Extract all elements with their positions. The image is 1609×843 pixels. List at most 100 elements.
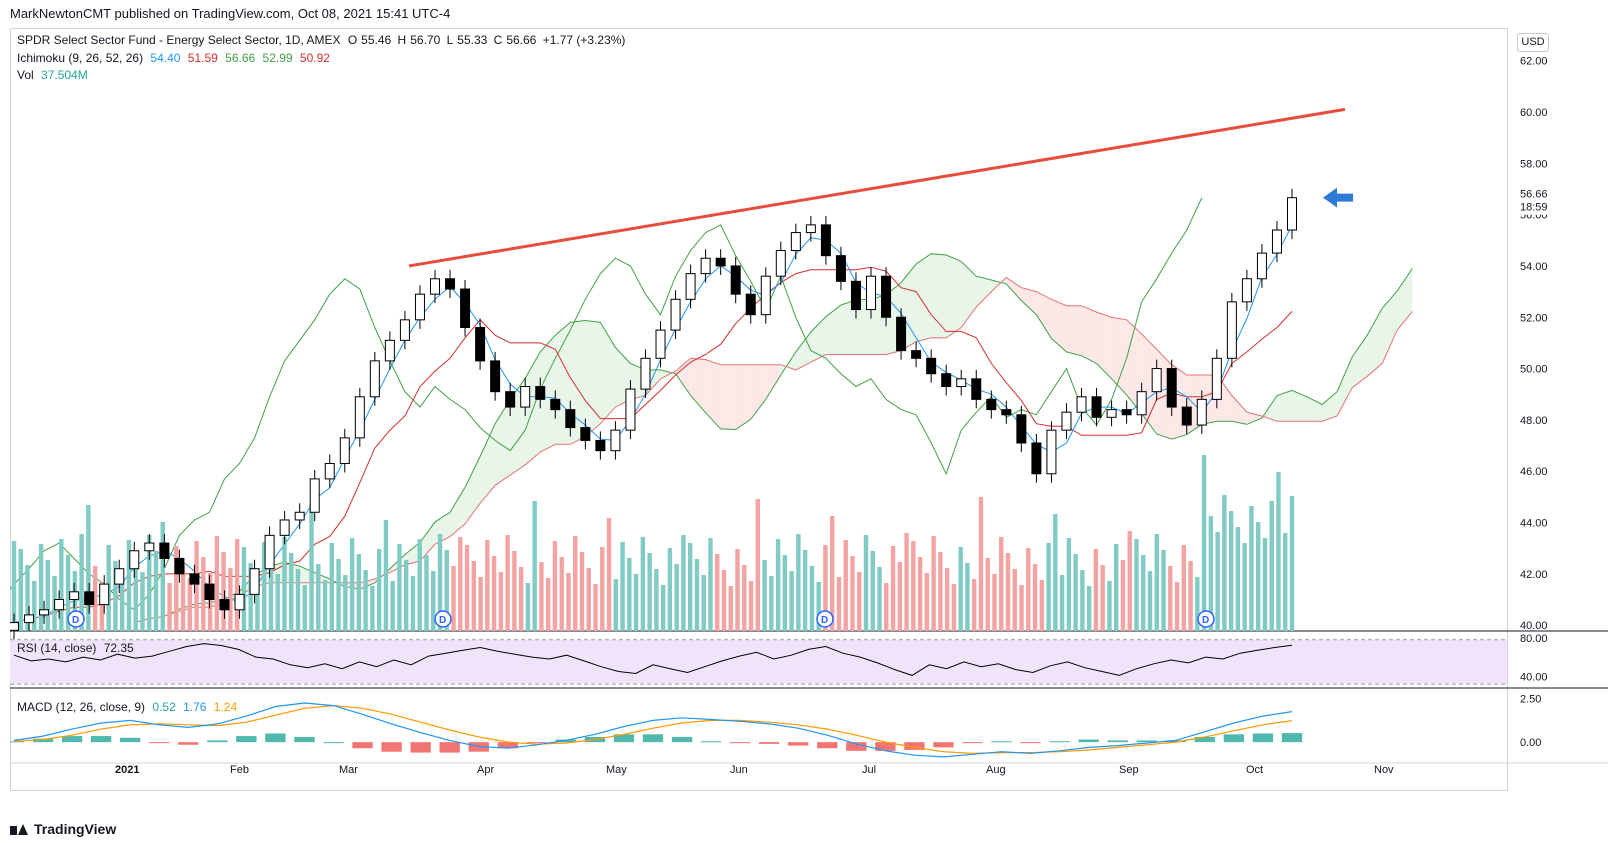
candle: [685, 273, 696, 300]
candle: [835, 255, 846, 282]
volume-bar: [600, 547, 605, 631]
candle: [1136, 391, 1147, 416]
volume-bar: [654, 569, 659, 631]
volume-bar: [1168, 566, 1173, 631]
candle: [625, 388, 636, 431]
macd-histogram-bar: [294, 736, 315, 743]
ichimoku-cloud-segment: [1382, 290, 1398, 364]
candle: [1106, 409, 1117, 418]
volume-bar: [410, 576, 416, 631]
volume-bar: [255, 579, 260, 631]
macd-histogram-bar: [10, 741, 25, 743]
ichimoku-kijun-line: [13, 266, 1293, 624]
candle: [1166, 368, 1177, 408]
macd-histogram-bar: [962, 742, 983, 744]
volume-bar: [86, 505, 91, 631]
candle: [670, 298, 681, 331]
candle: [881, 275, 892, 318]
volume-bar: [160, 522, 165, 631]
chart-canvas[interactable]: D D D D62.0060.0058.0056.0054.0052.0050.004…: [10, 28, 1608, 791]
volume-bar: [1080, 570, 1085, 631]
publish-header: MarkNewtonCMT published on TradingView.c…: [10, 6, 450, 21]
ichimoku-cloud-segment: [825, 305, 841, 355]
macd-histogram-bar: [642, 734, 664, 743]
volume-bar: [917, 557, 923, 631]
volume-bar: [275, 574, 280, 631]
candle: [745, 293, 756, 316]
volume-bar: [1222, 495, 1227, 631]
macd-histogram-bar: [178, 742, 199, 745]
volume-bar: [802, 550, 808, 631]
volume-bar: [647, 553, 652, 631]
volume-bar: [850, 556, 855, 631]
candle: [730, 265, 741, 295]
volume-bar: [32, 581, 37, 631]
volume-bar: [958, 547, 963, 631]
volume-bar: [1215, 532, 1220, 631]
ichimoku-label: Ichimoku (9, 26, 52, 26): [17, 51, 144, 65]
volume-bar: [349, 538, 355, 631]
volume-bar: [214, 536, 220, 631]
macd-histogram-bar: [61, 736, 83, 743]
volume-bar: [701, 575, 706, 631]
candle: [1091, 396, 1102, 418]
time-axis-label: 2021: [115, 764, 139, 776]
volume-bar: [938, 552, 943, 631]
volume-bar: [809, 566, 815, 631]
volume-bar: [1201, 455, 1207, 631]
ichimoku-cloud-segment: [1111, 317, 1127, 395]
macd-histogram-bar: [410, 742, 431, 753]
volume-bar: [857, 572, 862, 631]
macd-histogram-bar: [1252, 733, 1274, 743]
volume-bar: [971, 579, 977, 631]
rsi-legend[interactable]: RSI (14, close) 72.35: [17, 641, 138, 655]
candle: [1076, 396, 1087, 413]
volume-bar: [728, 586, 733, 631]
candle: [866, 275, 877, 311]
ichimoku-cloud-segment: [705, 359, 721, 429]
volume-legend[interactable]: Vol 37.504M: [17, 68, 92, 82]
candle: [1287, 197, 1297, 231]
currency-badge[interactable]: USD: [1517, 33, 1549, 52]
span-a-value: 52.99: [262, 51, 293, 65]
ichimoku-cloud-segment: [419, 521, 435, 562]
candle: [850, 280, 861, 311]
candle: [760, 275, 771, 316]
ichimoku-legend[interactable]: Ichimoku (9, 26, 52, 26) 54.40 51.59 56.…: [17, 51, 334, 65]
volume-bar: [586, 568, 591, 631]
candle: [971, 378, 982, 400]
volume-bar: [748, 581, 754, 631]
macd-histogram-bar: [207, 740, 228, 743]
tradingview-brand[interactable]: TradingView: [10, 821, 116, 837]
price-tick-label: 48.00: [1520, 415, 1548, 427]
candle: [84, 591, 95, 606]
candle: [610, 429, 621, 452]
ichimoku-cloud-segment: [991, 277, 1007, 292]
macd-histogram-bar: [1223, 734, 1245, 743]
volume-bar: [1086, 586, 1092, 631]
ichimoku-cloud-segment: [675, 358, 691, 396]
candle: [339, 437, 350, 465]
volume-bar: [1093, 549, 1099, 631]
volume-bar: [755, 499, 761, 631]
ichimoku-cloud-segment: [1066, 305, 1082, 356]
macd-legend[interactable]: MACD (12, 26, close, 9) 0.52 1.76 1.24: [17, 700, 241, 714]
volume-bar: [1269, 501, 1274, 631]
volume-bar: [681, 535, 686, 631]
candle: [1151, 368, 1162, 393]
high-value: 56.70: [410, 33, 441, 47]
volume-bar: [789, 571, 794, 631]
dividend-marker-label: D: [1202, 615, 1209, 626]
volume-bar: [823, 545, 828, 631]
volume-bar: [978, 497, 984, 631]
candle: [820, 224, 831, 257]
volume-bar: [715, 554, 720, 631]
volume-bar: [512, 551, 517, 631]
candle: [1061, 411, 1072, 431]
volume-bar: [451, 566, 456, 631]
volume-bar: [383, 520, 389, 631]
brand-name: TradingView: [34, 821, 117, 837]
volume-bar: [505, 535, 510, 631]
candle: [460, 288, 471, 329]
candle: [565, 409, 576, 429]
